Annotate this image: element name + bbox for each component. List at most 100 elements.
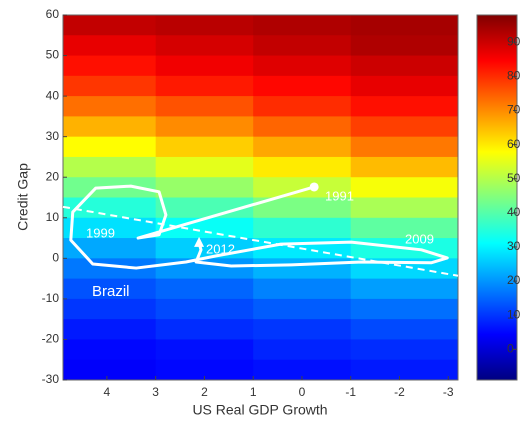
threshold-line (62, 205, 459, 277)
y-tick-label: 60 (46, 7, 60, 21)
heat-cell (63, 359, 157, 381)
x-tick-label: -2 (394, 385, 405, 399)
heat-cell (63, 278, 157, 300)
heat-cell (63, 55, 157, 77)
heat-cell (350, 75, 459, 97)
heat-cell (155, 359, 254, 381)
heat-cell (350, 116, 459, 138)
heat-cell (253, 319, 352, 340)
heat-cell (63, 319, 157, 340)
heat-cell (350, 339, 459, 361)
heat-cell (253, 35, 352, 57)
y-tick-label: -10 (42, 291, 60, 305)
heat-cell (155, 96, 254, 117)
colorbar-tick-label: 30 (507, 239, 521, 253)
heat-cell (253, 298, 352, 320)
start-point (309, 182, 319, 192)
annotation: 2012 (206, 241, 235, 256)
heat-cell (253, 339, 352, 361)
heat-cell (155, 339, 254, 361)
heat-cell (253, 15, 352, 36)
x-tick-label: 3 (152, 385, 159, 399)
heat-cell (155, 116, 254, 138)
heat-cell (253, 197, 352, 219)
colorbar-tick-label: 0 (507, 341, 514, 355)
heat-cell (350, 96, 459, 117)
heat-cell (350, 278, 459, 300)
heat-cell (350, 136, 459, 158)
annotation: 1999 (86, 225, 115, 240)
heat-cell (253, 217, 352, 239)
heat-cell (63, 15, 157, 36)
heat-cell (63, 96, 157, 117)
heat-cell (155, 75, 254, 97)
heat-cell (63, 116, 157, 138)
heat-cell (253, 136, 352, 158)
heat-cell (155, 319, 254, 340)
heat-cell (155, 238, 254, 259)
colorbar-tick-label: 70 (507, 103, 521, 117)
heat-cell (63, 136, 157, 158)
colorbar (476, 14, 518, 381)
heat-cell (155, 278, 254, 300)
heat-cell (63, 156, 157, 178)
heat-cell (253, 156, 352, 178)
heat-cell (253, 75, 352, 97)
y-tick-label: -30 (42, 372, 60, 386)
heat-cell (155, 55, 254, 77)
heat-cell (155, 217, 254, 239)
heatmap (63, 15, 459, 381)
trajectory (69, 184, 449, 270)
y-tick-label: 0 (52, 251, 59, 265)
heat-cell (350, 15, 459, 36)
colorbar-tick-label: 40 (507, 205, 521, 219)
y-tick-label: 10 (46, 210, 60, 224)
heat-cell (155, 136, 254, 158)
colorbar-tick-label: 60 (507, 137, 521, 151)
heat-cell (155, 156, 254, 178)
x-tick-label: 1 (250, 385, 257, 399)
heat-cell (350, 197, 459, 219)
heat-cell (155, 177, 254, 198)
heat-cell (155, 35, 254, 57)
colorbar-tick-label: 80 (507, 69, 521, 83)
heat-cell (155, 298, 254, 320)
arrow-head (194, 236, 205, 247)
y-tick-label: 50 (46, 48, 60, 62)
y-tick-label: 20 (46, 169, 60, 183)
y-tick-label: 30 (46, 129, 60, 143)
heat-cell (253, 177, 352, 198)
heat-cell (63, 35, 157, 57)
x-tick-label: 0 (299, 385, 306, 399)
heat-cell (350, 156, 459, 178)
x-tick-label: -1 (345, 385, 356, 399)
y-axis-title: Credit Gap (15, 163, 31, 231)
heat-cell (63, 258, 157, 280)
heat-cell (63, 339, 157, 361)
heat-cell (155, 15, 254, 36)
heat-cell (350, 319, 459, 340)
heat-cell (253, 116, 352, 138)
x-axis-title: US Real GDP Growth (192, 402, 327, 418)
heat-cell (63, 238, 157, 259)
colorbar-tick-label: 50 (507, 171, 521, 185)
heat-cell (350, 177, 459, 198)
heat-cell (253, 278, 352, 300)
heat-cell (253, 55, 352, 77)
colorbar-tick-label: 20 (507, 273, 521, 287)
annotation: 2009 (405, 231, 434, 246)
heat-cell (63, 217, 157, 239)
heat-cell (350, 35, 459, 57)
heat-cell (350, 217, 459, 239)
heat-cell (63, 197, 157, 219)
colorbar-tick-label: 10 (507, 307, 521, 321)
plot-frame (62, 14, 459, 381)
x-tick-label: -3 (443, 385, 454, 399)
legend-label: Brazil (92, 283, 130, 300)
y-tick-label: 40 (46, 88, 60, 102)
x-tick-label: 2 (201, 385, 208, 399)
annotation: 1991 (325, 188, 354, 203)
heat-cell (63, 298, 157, 320)
heat-cell (253, 359, 352, 381)
